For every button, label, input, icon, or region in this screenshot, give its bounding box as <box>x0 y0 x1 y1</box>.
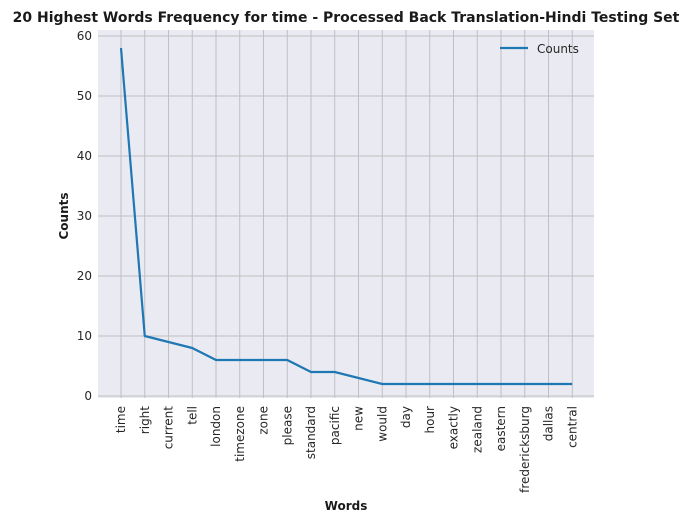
y-tick-labels: 0 10 20 30 40 50 60 <box>77 29 92 403</box>
x-tick-label: timezone <box>233 406 247 462</box>
y-tick-label: 20 <box>77 269 92 283</box>
legend: Counts <box>500 42 579 56</box>
x-tick-label: current <box>162 406 176 450</box>
x-tick-label: right <box>138 406 152 434</box>
x-tick-label: london <box>209 406 223 447</box>
y-tick-label: 40 <box>77 149 92 163</box>
x-tick-label: zealand <box>470 406 484 453</box>
x-tick-label: please <box>280 406 294 445</box>
x-tick-label: eastern <box>494 406 508 451</box>
x-tick-label: dallas <box>542 406 556 441</box>
x-tick-label: fredericksburg <box>518 406 532 493</box>
x-tick-label: central <box>565 406 579 448</box>
grid <box>98 30 594 398</box>
x-tick-label: tell <box>185 406 199 425</box>
chart-title: 20 Highest Words Frequency for time - Pr… <box>13 10 680 26</box>
x-tick-label: day <box>399 406 413 428</box>
x-tick-label: hour <box>423 406 437 434</box>
x-tick-labels: time right current tell london timezone zone pl… <box>114 406 579 493</box>
y-axis-label: Counts <box>57 192 71 239</box>
y-tick-label: 30 <box>77 209 92 223</box>
y-tick-label: 10 <box>77 329 92 343</box>
x-axis-label: Words <box>325 499 368 513</box>
legend-label: Counts <box>537 42 579 56</box>
y-tick-label: 50 <box>77 89 92 103</box>
x-tick-label: pacific <box>328 406 342 445</box>
plot-area <box>98 30 594 398</box>
x-tick-label: new <box>352 406 366 431</box>
y-tick-label: 0 <box>84 389 92 403</box>
y-tick-label: 60 <box>77 29 92 43</box>
x-tick-label: standard <box>304 406 318 459</box>
series-line-counts <box>119 47 573 386</box>
x-tick-label: exactly <box>447 406 461 449</box>
x-tick-label: zone <box>257 406 271 435</box>
x-tick-label: time <box>114 406 128 433</box>
x-tick-label: would <box>375 406 389 442</box>
